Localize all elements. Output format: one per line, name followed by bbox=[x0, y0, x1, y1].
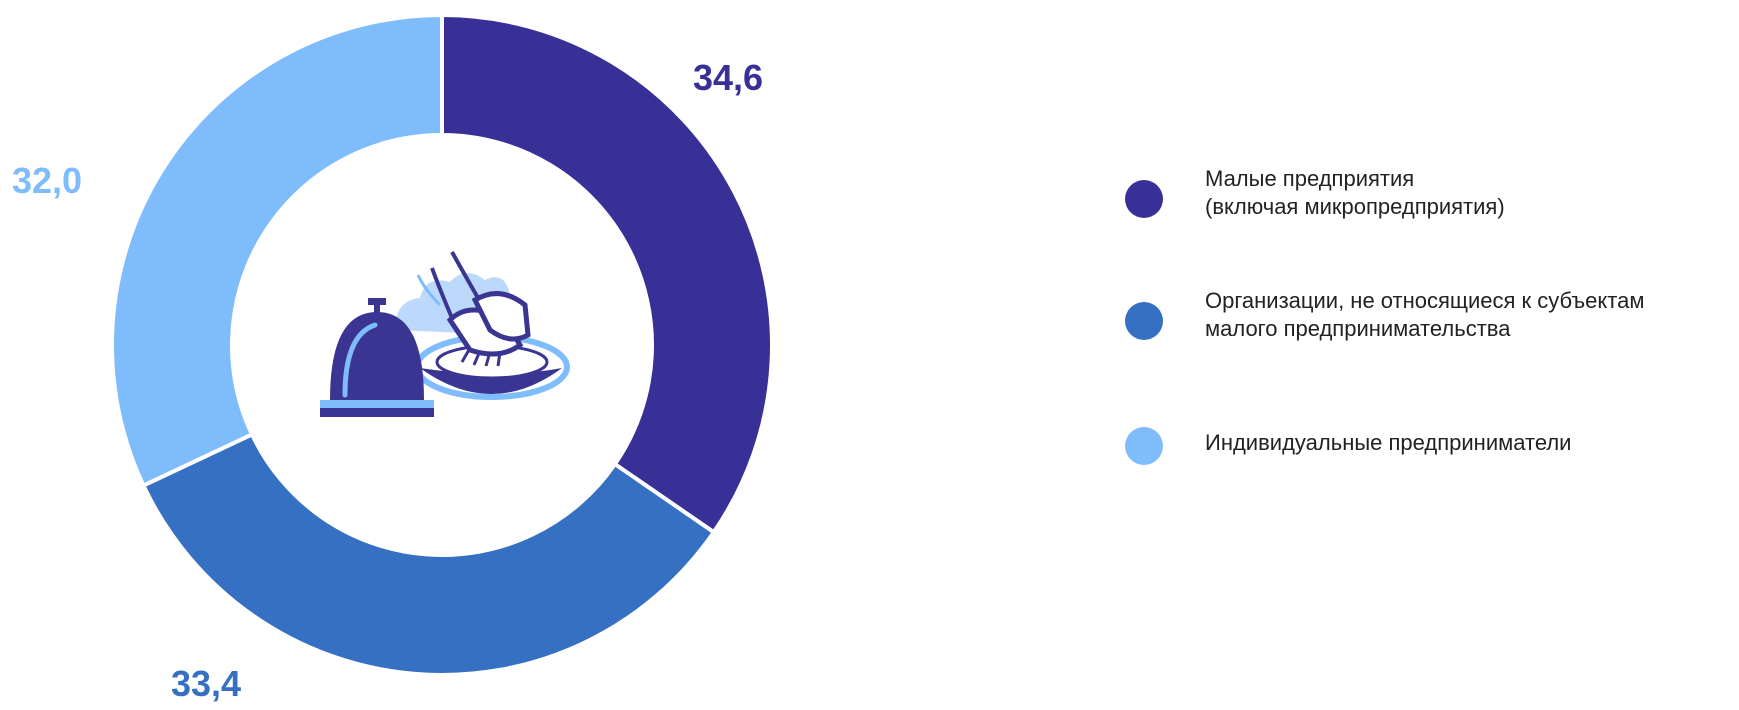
data-label-individual-entrepreneurs: 32,0 bbox=[12, 160, 82, 201]
slice-other-organizations bbox=[140, 431, 717, 677]
data-labels: 34,6 33,4 32,0 bbox=[12, 57, 763, 704]
data-label-small-enterprises: 34,6 bbox=[693, 57, 763, 98]
legend-label: Организации, не относящиеся к субъектам … bbox=[1205, 288, 1645, 341]
legend-swatch bbox=[1125, 302, 1163, 340]
legend-item-individual-entrepreneurs: Индивидуальные предприниматели bbox=[1120, 409, 1735, 469]
legend-label: Малые предприятия (включая микропредприя… bbox=[1205, 166, 1505, 219]
legend-item-other-organizations: Организации, не относящиеся к субъектам … bbox=[1120, 287, 1735, 347]
legend-swatch bbox=[1125, 180, 1163, 218]
donut-slices bbox=[110, 12, 774, 677]
legend: Малые предприятия (включая микропредприя… bbox=[1120, 165, 1735, 531]
legend-item-small-enterprises: Малые предприятия (включая микропредприя… bbox=[1120, 165, 1735, 225]
legend-swatch bbox=[1125, 427, 1163, 465]
slice-individual-entrepreneurs bbox=[110, 12, 444, 489]
hotel-bell-and-shrimp-dish-icon bbox=[320, 251, 570, 417]
data-label-other-organizations: 33,4 bbox=[171, 663, 241, 704]
legend-label: Индивидуальные предприниматели bbox=[1205, 430, 1572, 455]
slice-small-enterprises bbox=[440, 12, 774, 535]
